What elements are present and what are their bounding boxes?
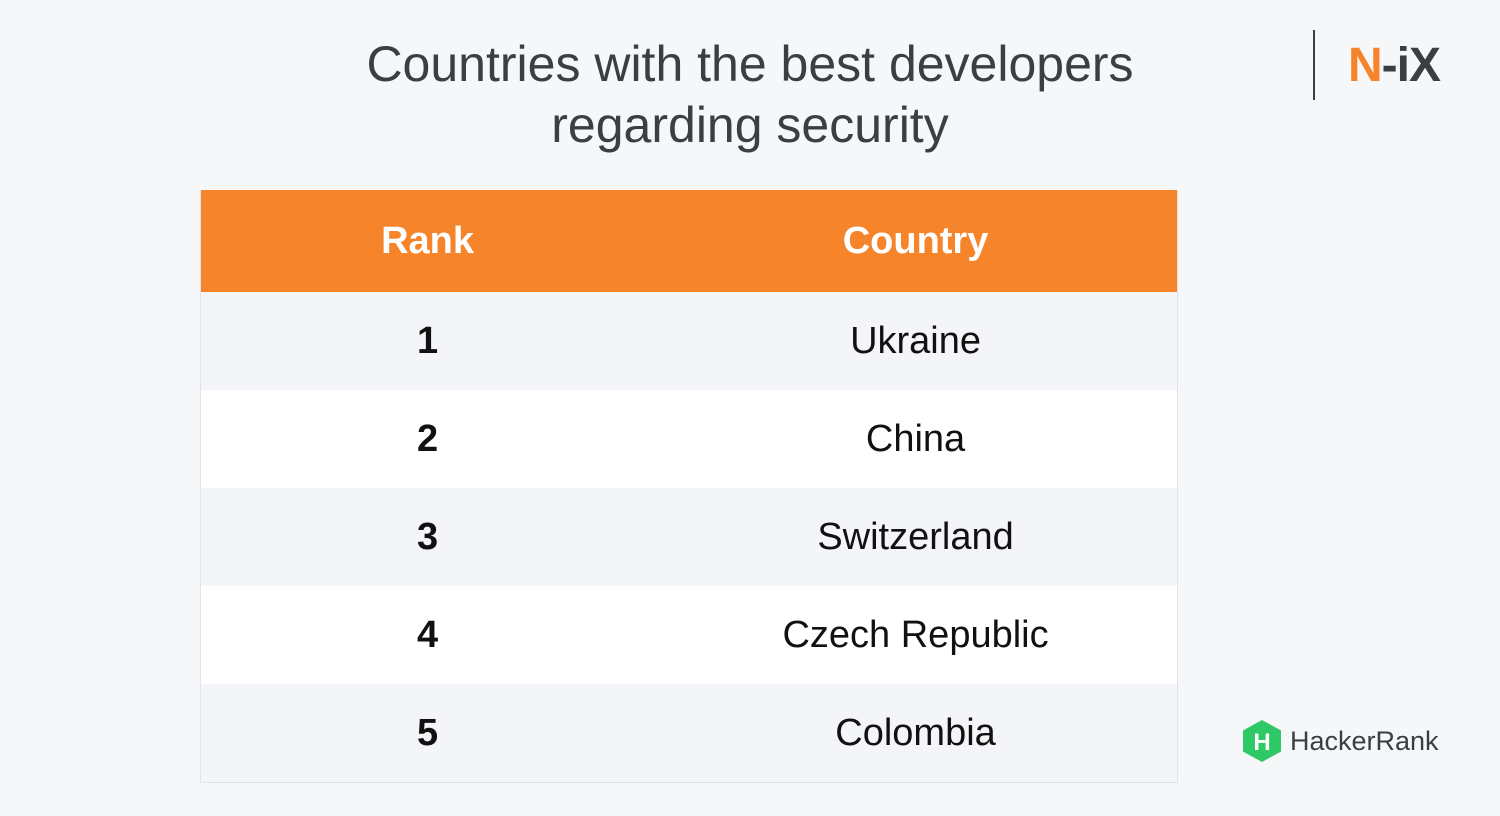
column-header-rank: Rank — [381, 219, 474, 262]
country-cell: Ukraine — [850, 319, 982, 362]
rank-cell: 3 — [416, 515, 439, 558]
brand-logo-ix: iX — [1396, 39, 1441, 92]
table-body: 1 Ukraine 2 China 3 Switzerland 4 Czech Republi… — [201, 292, 1177, 782]
ranking-table: Rank Country 1 Ukraine 2 China 3 Switzerland 4… — [200, 190, 1178, 783]
brand-logo-n: N — [1348, 39, 1383, 92]
source-label: HackerRank — [1290, 725, 1439, 756]
brand-logo-dash: - — [1381, 39, 1398, 92]
hackerrank-logo-icon: H — [1243, 720, 1281, 762]
source-attribution: H HackerRank — [1240, 716, 1439, 766]
country-cell: Colombia — [835, 711, 996, 754]
country-cell: Czech Republic — [782, 613, 1049, 656]
brand-divider — [1313, 30, 1315, 100]
table-header-row: Rank Country — [201, 190, 1177, 292]
table-row: 1 Ukraine — [201, 292, 1177, 390]
country-cell: Switzerland — [817, 515, 1014, 558]
rank-cell: 4 — [416, 613, 439, 656]
rank-cell: 1 — [416, 319, 439, 362]
hackerrank-logo-glyph: H — [1253, 729, 1270, 756]
rank-cell: 2 — [416, 417, 439, 460]
country-cell: China — [865, 417, 966, 460]
table-row: 3 Switzerland — [201, 488, 1177, 586]
column-header-country: Country — [842, 219, 989, 262]
table-row: 4 Czech Republic — [201, 586, 1177, 684]
table-row: 5 Colombia — [201, 684, 1177, 782]
chart-title-line-2: regarding security — [551, 97, 949, 153]
rank-cell: 5 — [416, 711, 439, 754]
brand-logo: N-iX — [1348, 38, 1441, 94]
table-row: 2 China — [201, 390, 1177, 488]
chart-title-line-1: Countries with the best developers — [366, 36, 1134, 92]
chart-title: Countries with the best developers regar… — [250, 34, 1250, 156]
